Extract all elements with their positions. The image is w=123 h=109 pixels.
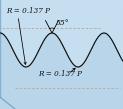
Polygon shape <box>0 33 123 109</box>
Text: 55°: 55° <box>56 19 70 27</box>
Polygon shape <box>0 0 123 67</box>
Polygon shape <box>0 0 123 50</box>
Text: R = 0.137 P: R = 0.137 P <box>6 7 50 15</box>
Text: R = 0.137 P: R = 0.137 P <box>38 70 82 78</box>
Polygon shape <box>0 50 123 109</box>
